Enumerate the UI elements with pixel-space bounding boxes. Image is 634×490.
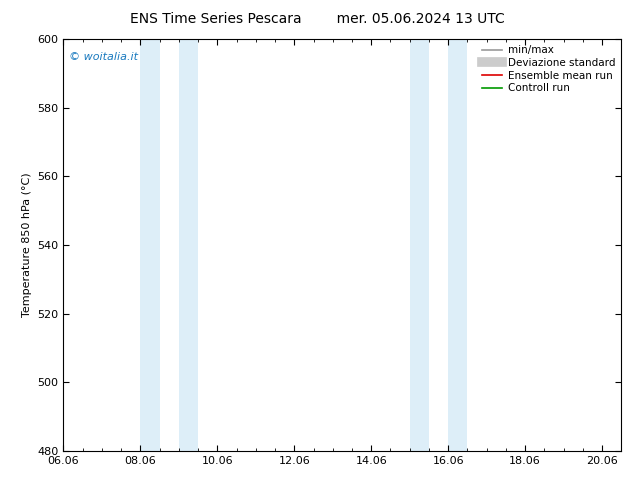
- Bar: [448, 39, 467, 451]
- Y-axis label: Temperature 850 hPa (°C): Temperature 850 hPa (°C): [22, 172, 32, 318]
- Text: ENS Time Series Pescara        mer. 05.06.2024 13 UTC: ENS Time Series Pescara mer. 05.06.2024 …: [129, 12, 505, 26]
- Bar: [140, 39, 160, 451]
- Bar: [410, 39, 429, 451]
- Bar: [179, 39, 198, 451]
- Text: © woitalia.it: © woitalia.it: [69, 51, 138, 62]
- Legend: min/max, Deviazione standard, Ensemble mean run, Controll run: min/max, Deviazione standard, Ensemble m…: [477, 41, 619, 98]
